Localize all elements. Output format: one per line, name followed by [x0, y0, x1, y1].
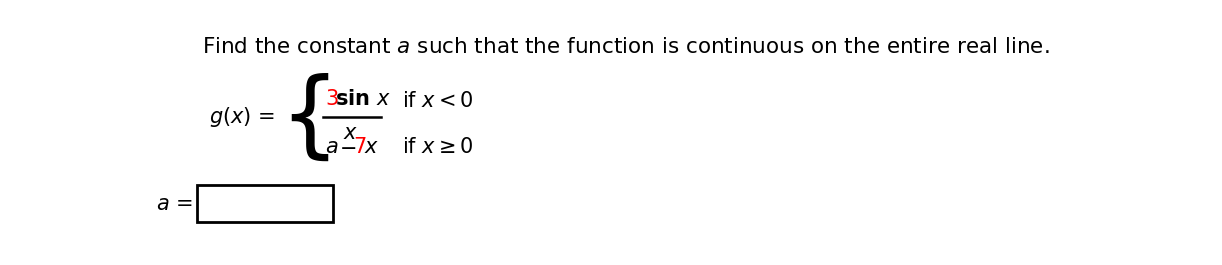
Text: $a$: $a$: [325, 137, 338, 157]
Text: $x$: $x$: [343, 123, 358, 143]
Text: $g(x)$ =: $g(x)$ =: [209, 104, 275, 129]
Text: $-$: $-$: [338, 137, 356, 157]
Text: $x$: $x$: [364, 137, 379, 157]
Bar: [197, 185, 332, 222]
Text: Find the constant $a$ such that the function is continuous on the entire real li: Find the constant $a$ such that the func…: [203, 37, 1050, 57]
Text: if $x \geq 0$: if $x \geq 0$: [402, 137, 474, 157]
Text: if $x < 0$: if $x < 0$: [402, 91, 474, 111]
Text: $7$: $7$: [353, 137, 367, 157]
Text: $3$: $3$: [325, 89, 338, 109]
Text: $\{$: $\{$: [279, 73, 329, 165]
Text: $a$ =: $a$ =: [156, 193, 193, 214]
Text: sin $x$: sin $x$: [335, 89, 391, 109]
